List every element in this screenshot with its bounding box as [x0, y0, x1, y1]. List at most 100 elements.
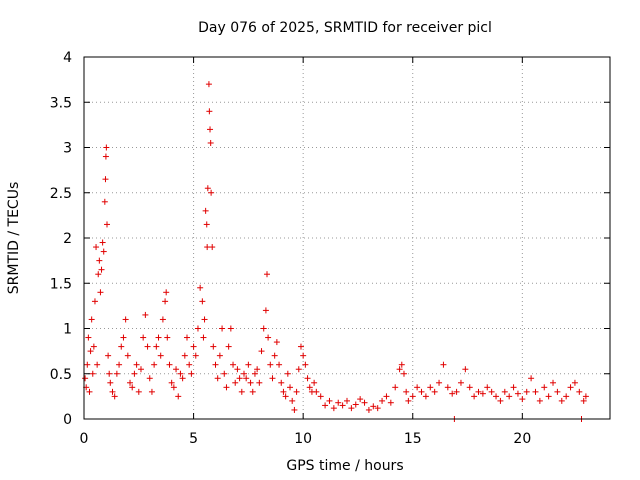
y-tick-labels: 0 0.5 1 1.5 2 2.5 3 3.5 4: [50, 50, 72, 428]
data-point: [284, 370, 291, 377]
data-point: [188, 370, 195, 377]
data-point: [554, 388, 561, 395]
x-tick-label: 0: [80, 431, 89, 447]
data-point: [536, 397, 543, 404]
data-point: [403, 388, 410, 395]
x-tick-labels: 0 5 10 15 20: [80, 431, 532, 447]
chart-title: Day 076 of 2025, SRMTID for receiver pic…: [198, 20, 492, 36]
data-point: [431, 388, 438, 395]
data-point: [216, 352, 223, 359]
data-point: [107, 379, 114, 386]
data-point: [122, 316, 129, 323]
data-point: [151, 361, 158, 368]
data-point: [532, 388, 539, 395]
data-point: [137, 366, 144, 373]
data-point: [462, 366, 469, 373]
data-point: [95, 271, 102, 278]
x-axis-title: GPS time / hours: [286, 458, 403, 474]
data-point: [142, 311, 149, 318]
data-point: [258, 348, 265, 355]
data-points: [82, 81, 589, 422]
data-point: [256, 379, 263, 386]
data-point: [186, 361, 193, 368]
data-point: [234, 366, 241, 373]
data-point: [273, 339, 280, 346]
data-point: [541, 384, 548, 391]
data-point: [129, 384, 136, 391]
data-point: [96, 257, 103, 264]
data-point: [260, 325, 267, 332]
data-point: [379, 397, 386, 404]
data-point: [127, 379, 134, 386]
data-point: [326, 397, 333, 404]
data-point: [173, 366, 180, 373]
data-point: [94, 361, 101, 368]
y-axis-title: SRMTID / TECUs: [6, 182, 22, 295]
data-point: [514, 390, 521, 397]
data-point: [207, 126, 214, 133]
data-point: [453, 388, 460, 395]
data-point: [109, 388, 116, 395]
data-point: [89, 370, 96, 377]
data-point: [124, 352, 131, 359]
data-point: [201, 316, 208, 323]
data-point: [98, 266, 105, 273]
data-point: [82, 375, 89, 382]
data-point: [131, 370, 138, 377]
data-point: [387, 399, 394, 406]
data-point: [523, 388, 530, 395]
data-point: [300, 352, 307, 359]
y-tick-label: 3.5: [50, 95, 72, 111]
data-point: [282, 393, 289, 400]
data-point: [317, 393, 324, 400]
data-point: [192, 352, 199, 359]
data-point: [352, 401, 359, 408]
data-point: [471, 393, 478, 400]
data-point: [164, 334, 171, 341]
data-point: [262, 307, 269, 314]
data-point: [357, 396, 364, 403]
data-point: [313, 388, 320, 395]
plot-frame: [83, 56, 611, 420]
data-point: [159, 316, 166, 323]
x-tick-label: 5: [189, 431, 198, 447]
data-point: [197, 284, 204, 291]
data-point: [510, 384, 517, 391]
data-point: [163, 289, 170, 296]
data-point: [563, 393, 570, 400]
data-point: [339, 402, 346, 409]
data-point: [214, 375, 221, 382]
data-point: [100, 248, 107, 255]
data-point: [135, 388, 142, 395]
data-point: [133, 361, 140, 368]
data-point: [238, 388, 245, 395]
data-point: [146, 375, 153, 382]
data-point: [97, 289, 104, 296]
data-point: [297, 343, 304, 350]
data-point: [205, 81, 212, 88]
data-point: [264, 271, 271, 278]
data-point: [479, 390, 486, 397]
data-point: [84, 361, 91, 368]
data-point: [348, 405, 355, 412]
data-point: [392, 384, 399, 391]
data-point: [370, 403, 377, 410]
data-point: [200, 334, 207, 341]
data-point: [177, 370, 184, 377]
y-tick-label: 2: [63, 231, 72, 247]
data-point: [374, 405, 381, 412]
data-point: [227, 325, 234, 332]
data-point: [153, 343, 160, 350]
data-point: [457, 379, 464, 386]
data-point: [449, 390, 456, 397]
grid: [84, 57, 610, 419]
data-point: [545, 393, 552, 400]
data-point: [204, 185, 211, 192]
data-point: [223, 384, 230, 391]
data-point: [181, 352, 188, 359]
data-point: [506, 393, 513, 400]
data-point: [85, 334, 92, 341]
data-point: [567, 384, 574, 391]
data-point: [103, 144, 110, 151]
